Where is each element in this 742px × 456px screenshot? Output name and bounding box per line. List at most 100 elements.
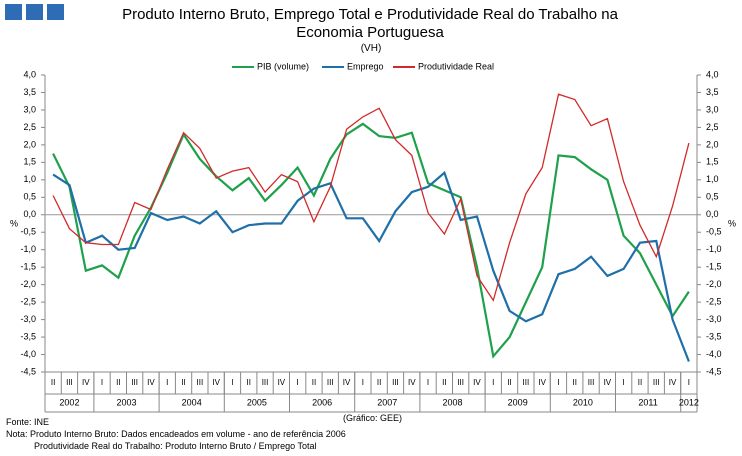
y2-tick-label: -4,5 [706,366,722,376]
y2-tick-label: -1,5 [706,262,722,272]
x-tick-label: III [653,378,660,387]
logo-square [5,4,22,20]
x-tick-label: I [362,378,364,387]
chart-title: Produto Interno Bruto, Emprego Total e P… [122,6,618,41]
x-tick-label: II [638,378,642,387]
legend-label: Produtividade Real [418,61,494,71]
x-tick-label: I [557,378,559,387]
y-tick-label: 2,5 [23,122,36,132]
x-tick-label: I [101,378,103,387]
y-axis-label: % [10,218,18,228]
y2-tick-label: 0,5 [706,192,719,202]
y-tick-label: -0,5 [20,227,36,237]
year-label: 2003 [116,397,136,407]
x-tick-label: III [457,378,464,387]
x-tick-label: II [312,378,316,387]
y-tick-label: 0,0 [23,209,36,219]
x-tick-label: IV [473,378,481,387]
x-tick-label: I [623,378,625,387]
x-tick-label: I [492,378,494,387]
y2-tick-label: -3,0 [706,314,722,324]
y-tick-label: -2,5 [20,296,36,306]
y-tick-label: -4,0 [20,349,36,359]
x-tick-label: I [688,378,690,387]
x-tick-label: II [51,378,55,387]
year-label: 2007 [377,397,397,407]
note: Nota: Produto Interno Bruto: Dados encad… [6,429,346,439]
x-tick-label: I [231,378,233,387]
y-tick-label: -3,5 [20,331,36,341]
x-tick-label: I [166,378,168,387]
year-label: 2006 [312,397,332,407]
x-tick-label: III [588,378,595,387]
year-label: 2008 [442,397,462,407]
y2-tick-label: 3,0 [706,104,719,114]
y-tick-label: 1,0 [23,174,36,184]
x-tick-label: IV [343,378,351,387]
y-tick-label: -4,5 [20,366,36,376]
x-tick-label: IV [147,378,155,387]
x-tick-label: III [392,378,399,387]
year-label: 2012 [679,397,699,407]
y2-tick-label: -0,5 [706,227,722,237]
logo-square [47,4,64,20]
x-tick-label: III [131,378,138,387]
y-tick-label: 1,5 [23,157,36,167]
x-tick-label: IV [538,378,546,387]
x-tick-label: I [297,378,299,387]
x-tick-label: II [181,378,185,387]
x-tick-label: IV [82,378,90,387]
y2-tick-label: -2,0 [706,279,722,289]
y-tick-label: 2,0 [23,139,36,149]
y2-tick-label: 4,0 [706,69,719,79]
x-tick-label: IV [278,378,286,387]
note: Produtividade Real do Trabalho: Produto … [34,441,317,451]
y-tick-label: -3,0 [20,314,36,324]
x-tick-label: II [116,378,120,387]
y2-tick-label: -2,5 [706,296,722,306]
x-tick-label: IV [669,378,677,387]
x-tick-label: III [66,378,73,387]
y2-tick-label: 1,0 [706,174,719,184]
x-tick-label: II [442,378,446,387]
legend-label: PIB (volume) [257,61,309,71]
x-tick-label: II [507,378,511,387]
y-tick-label: 3,0 [23,104,36,114]
year-label: 2011 [638,397,657,407]
x-tick-label: III [523,378,530,387]
y-tick-label: -2,0 [20,279,36,289]
y2-axis-label: % [728,218,736,228]
x-tick-label: II [377,378,381,387]
chart-subtitle: (VH) [360,43,382,54]
year-label: 2004 [182,397,202,407]
source: Fonte: INE [6,417,50,427]
x-tick-label: III [327,378,334,387]
y-tick-label: 4,0 [23,69,36,79]
y2-tick-label: -1,0 [706,244,722,254]
y2-tick-label: 3,5 [706,87,719,97]
y-tick-label: 3,5 [23,87,36,97]
y2-tick-label: 2,0 [706,139,719,149]
series-line [52,93,690,302]
y2-tick-label: -3,5 [706,331,722,341]
year-label: 2005 [247,397,267,407]
legend-label: Emprego [347,61,384,71]
series-line [52,170,690,362]
x-tick-label: II [573,378,577,387]
y2-tick-label: 1,5 [706,157,719,167]
x-tick-label: IV [604,378,612,387]
year-label: 2002 [59,397,79,407]
y2-tick-label: -4,0 [706,349,722,359]
x-tick-label: III [197,378,204,387]
x-tick-label: II [247,378,251,387]
logo-square [26,4,43,20]
y2-tick-label: 2,5 [706,122,719,132]
y-tick-label: -1,5 [20,262,36,272]
year-label: 2010 [573,397,593,407]
series-line [52,122,690,359]
y-tick-label: 0,5 [23,192,36,202]
x-tick-label: IV [408,378,416,387]
x-tick-label: IV [212,378,220,387]
